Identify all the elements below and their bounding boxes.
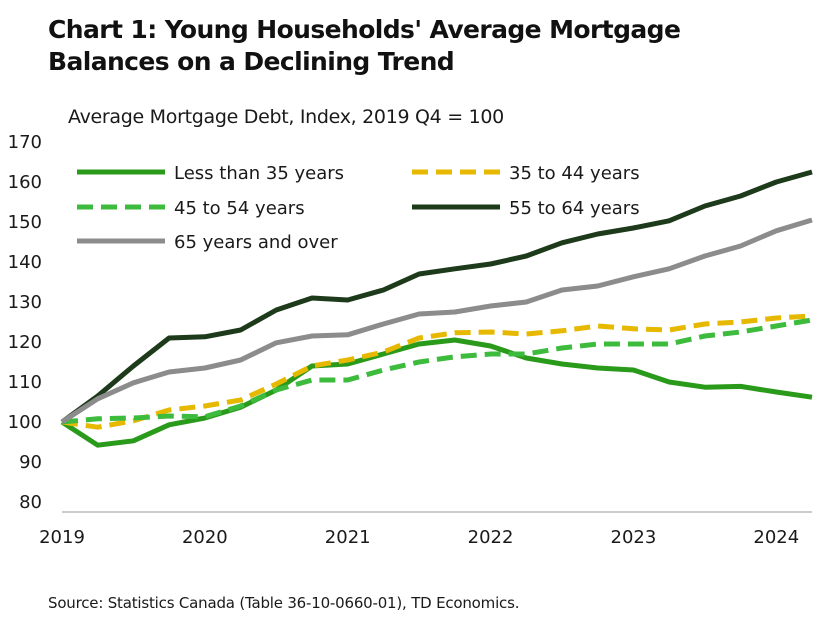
legend-label: Less than 35 years (174, 163, 344, 184)
legend-label: 65 years and over (174, 232, 338, 253)
y-tick-label: 150 (8, 212, 42, 233)
series-line-1 (60, 337, 813, 448)
y-tick-label: 120 (8, 332, 42, 353)
x-tick-label: 2022 (468, 527, 514, 548)
x-tick-label: 2024 (753, 527, 799, 548)
series-line-4 (60, 169, 813, 425)
chart-title-line-1: Chart 1: Young Households' Average Mortg… (48, 15, 681, 44)
chart-title-line-2: Balances on a Declining Trend (48, 47, 455, 76)
chart-title: Chart 1: Young Households' Average Mortg… (48, 14, 788, 78)
x-tick-label: 2021 (325, 527, 371, 548)
legend-label: 35 to 44 years (509, 163, 640, 184)
axes-group: 80 90 100 110 120 130 140 150 160 170 2019 2020 2021… (8, 132, 812, 548)
y-tick-label: 100 (8, 412, 42, 433)
y-tick-label: 80 (19, 492, 42, 513)
x-tick-label: 2019 (39, 527, 85, 548)
y-tick-label: 160 (8, 172, 42, 193)
legend: Less than 35 years 35 to 44 years 45 to 54… (77, 163, 640, 253)
y-tick-label: 130 (8, 292, 42, 313)
chart-subtitle: Average Mortgage Debt, Index, 2019 Q4 = … (68, 106, 504, 128)
y-tick-label: 110 (8, 372, 42, 393)
legend-label: 45 to 54 years (174, 198, 305, 219)
y-tick-label: 90 (19, 452, 42, 473)
x-tick-label: 2023 (611, 527, 657, 548)
y-tick-label: 170 (8, 132, 42, 153)
series-line-5 (60, 217, 813, 425)
series-line-2 (61, 313, 813, 430)
series-line-3 (61, 317, 813, 425)
x-tick-label: 2020 (182, 527, 228, 548)
series-group (60, 169, 813, 448)
source-note: Source: Statistics Canada (Table 36-10-0… (48, 594, 520, 612)
y-tick-label: 140 (8, 252, 42, 273)
legend-label: 55 to 64 years (509, 198, 640, 219)
